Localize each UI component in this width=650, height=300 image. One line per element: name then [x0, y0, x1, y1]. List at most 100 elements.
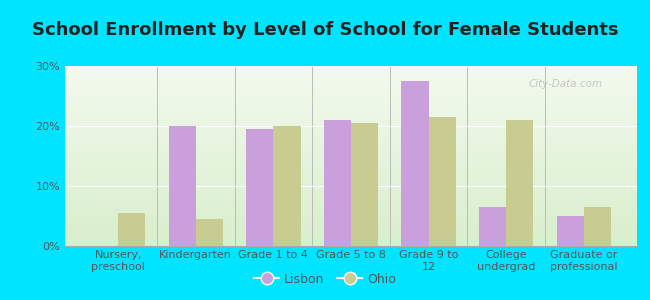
Bar [65, 224, 637, 226]
Bar [65, 201, 637, 203]
Bar [65, 140, 637, 142]
Bar [65, 71, 637, 73]
Bar [65, 190, 637, 192]
Bar [65, 122, 637, 124]
Bar [65, 241, 637, 242]
Bar [65, 142, 637, 143]
Bar [65, 226, 637, 228]
Bar [324, 120, 351, 246]
Bar [65, 210, 637, 212]
Bar [65, 77, 637, 79]
Bar [65, 219, 637, 221]
Bar [65, 111, 637, 113]
Bar [65, 178, 637, 179]
Bar [65, 80, 637, 82]
Bar [118, 213, 146, 246]
Bar [65, 214, 637, 215]
Bar [65, 185, 637, 187]
Bar [65, 230, 637, 232]
Bar [65, 242, 637, 244]
Bar [65, 169, 637, 170]
Bar [65, 118, 637, 120]
Bar [65, 154, 637, 156]
Bar [65, 197, 637, 199]
Bar [65, 136, 637, 138]
Bar [65, 147, 637, 149]
Bar [65, 199, 637, 201]
Bar [65, 107, 637, 109]
Bar [274, 126, 300, 246]
Bar [65, 116, 637, 118]
Bar [65, 131, 637, 133]
Bar [65, 223, 637, 224]
Bar [65, 203, 637, 205]
Bar [65, 170, 637, 172]
Bar [65, 194, 637, 196]
Bar [65, 106, 637, 107]
Text: City-Data.com: City-Data.com [528, 79, 603, 88]
Bar [65, 115, 637, 116]
Bar [65, 79, 637, 80]
Bar [65, 93, 637, 95]
Bar [65, 102, 637, 104]
Legend: Lisbon, Ohio: Lisbon, Ohio [249, 268, 401, 291]
Bar [65, 235, 637, 237]
Bar [65, 95, 637, 97]
Bar [65, 205, 637, 206]
Bar [65, 104, 637, 106]
Bar [65, 196, 637, 197]
Bar [65, 179, 637, 181]
Bar [65, 167, 637, 169]
Bar [65, 134, 637, 136]
Bar [65, 88, 637, 89]
Bar [65, 86, 637, 88]
Bar [65, 174, 637, 176]
Bar [65, 188, 637, 190]
Bar [65, 215, 637, 217]
Bar [65, 208, 637, 210]
Bar [65, 138, 637, 140]
Bar [479, 207, 506, 246]
Bar [246, 129, 274, 246]
Bar [65, 233, 637, 235]
Bar [65, 156, 637, 158]
Bar [65, 151, 637, 152]
Bar [402, 81, 428, 246]
Bar [65, 73, 637, 75]
Bar [65, 192, 637, 194]
Bar [65, 172, 637, 174]
Bar [65, 98, 637, 100]
Bar [65, 183, 637, 185]
Bar [65, 125, 637, 127]
Bar [168, 126, 196, 246]
Bar [65, 68, 637, 70]
Bar [65, 109, 637, 111]
Bar [65, 127, 637, 129]
Bar [65, 228, 637, 230]
Bar [65, 163, 637, 165]
Bar [65, 217, 637, 219]
Bar [65, 212, 637, 214]
Bar [65, 82, 637, 84]
Bar [65, 113, 637, 115]
Bar [65, 181, 637, 183]
Bar [556, 216, 584, 246]
Bar [65, 129, 637, 131]
Bar [65, 221, 637, 223]
Bar [65, 206, 637, 208]
Bar [65, 152, 637, 154]
Bar [65, 239, 637, 241]
Bar [65, 124, 637, 125]
Bar [65, 244, 637, 246]
Bar [428, 117, 456, 246]
Bar [65, 176, 637, 178]
Bar [65, 232, 637, 233]
Bar [65, 97, 637, 98]
Bar [65, 165, 637, 167]
Bar [65, 187, 637, 188]
Bar [65, 133, 637, 134]
Text: School Enrollment by Level of School for Female Students: School Enrollment by Level of School for… [32, 21, 618, 39]
Bar [65, 160, 637, 161]
Bar [65, 149, 637, 151]
Bar [65, 66, 637, 68]
